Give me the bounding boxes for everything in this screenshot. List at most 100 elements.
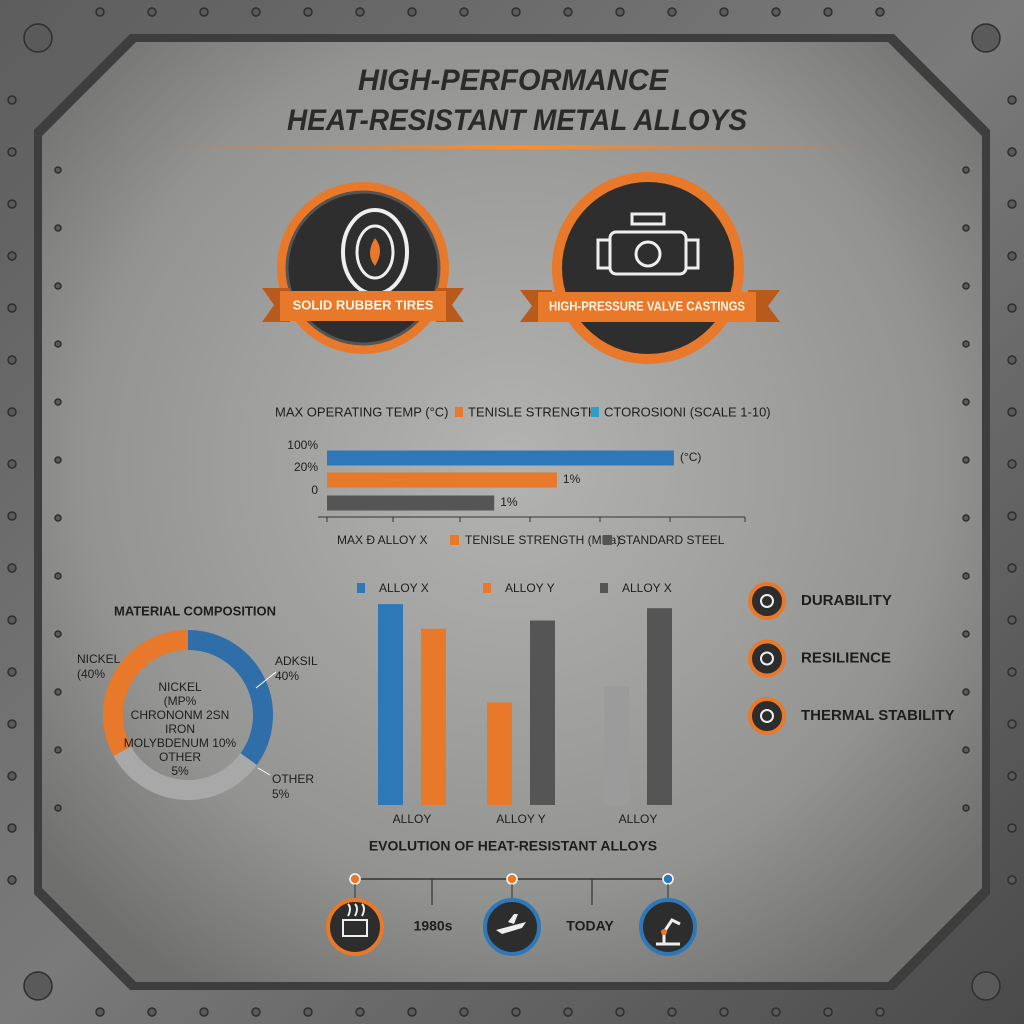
rivet — [7, 459, 17, 469]
feature-glyph — [760, 651, 774, 666]
rivet — [54, 572, 62, 580]
timeline — [326, 873, 697, 956]
rivet — [147, 7, 157, 17]
rivet — [962, 282, 970, 290]
rivet — [199, 1007, 209, 1017]
rivet — [7, 823, 17, 833]
rivet — [971, 971, 1001, 1001]
rivet — [823, 7, 833, 17]
rivet — [7, 771, 17, 781]
legend-swatch — [603, 535, 612, 545]
rivet — [355, 1007, 365, 1017]
rivet — [54, 282, 62, 290]
rivet — [1007, 511, 1017, 521]
feature-label: DURABILITY — [801, 592, 892, 609]
rivet — [771, 1007, 781, 1017]
rivet — [7, 303, 17, 313]
rivet — [563, 7, 573, 17]
bar — [647, 608, 672, 805]
rivet — [1007, 303, 1017, 313]
rivet — [1007, 147, 1017, 157]
rivet — [54, 456, 62, 464]
rivet — [1007, 199, 1017, 209]
glow-line — [170, 145, 870, 149]
rivet — [962, 398, 970, 406]
rivet — [54, 630, 62, 638]
rivets — [7, 7, 1017, 1017]
x-tick-label: ALLOY Y — [496, 812, 546, 826]
rivet — [1007, 459, 1017, 469]
rivet — [7, 199, 17, 209]
bar-label: 1% — [563, 472, 581, 486]
callout: 40% — [275, 669, 299, 683]
rivet — [823, 1007, 833, 1017]
feature-label: RESILIENCE — [801, 649, 891, 666]
badge-label: HIGH-PRESSURE VALVE CASTINGS — [549, 298, 745, 313]
rivet — [1007, 355, 1017, 365]
rivet — [407, 1007, 417, 1017]
rivet — [1007, 667, 1017, 677]
timeline-title: EVOLUTION OF HEAT-RESISTANT ALLOYS — [369, 838, 657, 854]
bar — [604, 686, 629, 805]
timeline-label: 1980s — [414, 918, 453, 934]
row-label: 20% — [294, 460, 318, 474]
rivet — [962, 514, 970, 522]
row-label: 100% — [287, 438, 318, 452]
rivet — [875, 1007, 885, 1017]
legend-swatch — [483, 583, 491, 593]
x-tick-label: ALLOY — [619, 812, 658, 826]
rivet — [1007, 615, 1017, 625]
rivet — [1007, 251, 1017, 261]
rivet — [962, 630, 970, 638]
rivet — [407, 7, 417, 17]
rivet — [7, 95, 17, 105]
rivet — [23, 971, 53, 1001]
x-tick-label: ALLOY — [393, 812, 432, 826]
donut-segment — [113, 746, 257, 800]
title-line: HEAT-RESISTANT METAL ALLOYS — [287, 104, 747, 137]
features: DURABILITY RESILIENCE THERMAL STABILITY — [748, 582, 955, 735]
rivet — [962, 572, 970, 580]
feature-glyph — [760, 709, 774, 723]
rivet — [303, 1007, 313, 1017]
rivet — [615, 1007, 625, 1017]
donut-segment — [187, 630, 273, 765]
bar-label: (°C) — [680, 450, 701, 464]
rivet — [7, 667, 17, 677]
rivet — [54, 746, 62, 754]
charts: MAX OPERATING TEMP (°C) TENISLE STRENGTH C… — [77, 404, 771, 826]
callout: OTHER — [272, 772, 314, 786]
center-text: IRON — [165, 722, 195, 736]
rivet — [1007, 875, 1017, 885]
rivet — [1007, 563, 1017, 573]
rivet — [54, 340, 62, 348]
rivet — [23, 23, 53, 53]
rivet — [251, 7, 261, 17]
legend-label: MAX Ð ALLOY X — [337, 533, 428, 547]
feature-label: THERMAL STABILITY — [801, 707, 955, 724]
badge-label: SOLID RUBBER TIRES — [293, 297, 434, 312]
rivet — [667, 7, 677, 17]
center-text: 5% — [171, 764, 189, 778]
legend-label: CTOROSIONI (SCALE 1-10) — [604, 404, 771, 419]
feature-icon — [748, 639, 786, 678]
chart-title: MATERIAL COMPOSITION — [114, 603, 276, 618]
callout: ADKSIL — [275, 654, 318, 668]
rivet — [563, 1007, 573, 1017]
bar — [530, 620, 555, 805]
rivet — [1007, 823, 1017, 833]
rivet — [54, 514, 62, 522]
callout: 5% — [272, 787, 290, 801]
rivet — [511, 1007, 521, 1017]
rivet — [511, 7, 521, 17]
rivet — [7, 615, 17, 625]
rivet — [7, 511, 17, 521]
legend-label: ALLOY Y — [505, 581, 555, 595]
center-text: (MP% — [164, 694, 197, 708]
rivet — [1007, 95, 1017, 105]
bar — [378, 604, 403, 805]
rivet — [459, 7, 469, 17]
center-text: MOLYBDENUM 10% — [124, 736, 237, 750]
center-text: OTHER — [159, 750, 201, 764]
